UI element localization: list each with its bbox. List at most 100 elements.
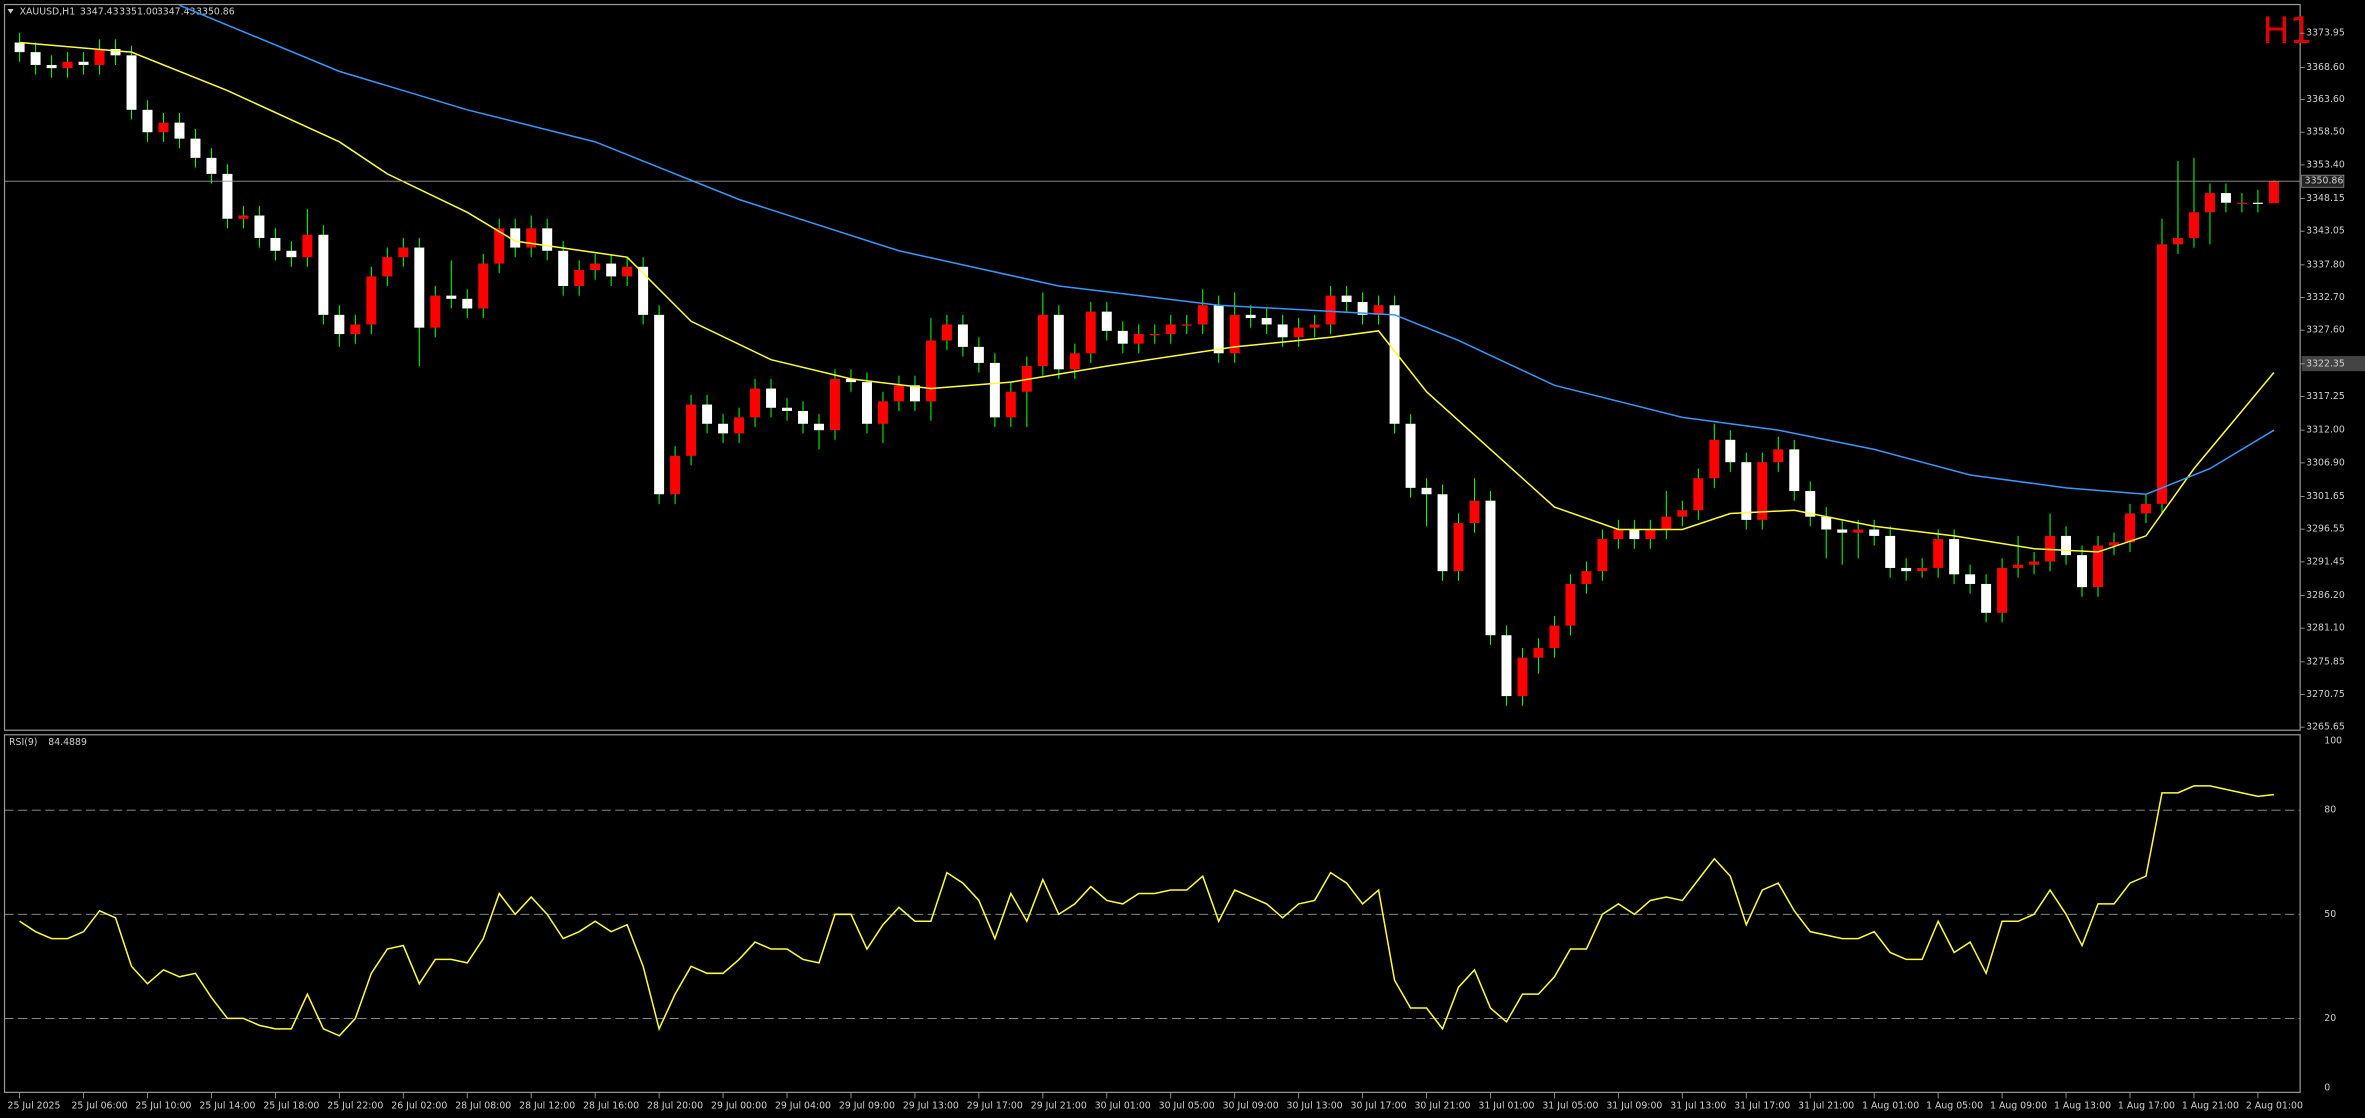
candle-body — [1069, 353, 1080, 370]
candle-body — [1517, 657, 1528, 697]
candle-body — [957, 324, 968, 347]
price-label: 3350.86 — [2305, 176, 2344, 187]
y-tick-label: 3312.00 — [2306, 425, 2345, 436]
candle-body — [909, 385, 920, 402]
y-tick-label: 3281.10 — [2306, 623, 2345, 634]
candle-body — [1709, 439, 1720, 479]
candle-body — [1613, 529, 1624, 540]
y-tick-label: 3337.80 — [2306, 259, 2345, 270]
candle-body — [1213, 305, 1224, 354]
candle-body — [430, 295, 441, 328]
x-tick-label: 25 Jul 06:00 — [71, 1100, 127, 1111]
candle-body — [670, 455, 681, 495]
x-tick-label: 31 Jul 05:00 — [1542, 1100, 1598, 1111]
moving-average — [179, 4, 2275, 496]
x-tick-label: 25 Jul 18:00 — [263, 1100, 319, 1111]
menu-arrow — [7, 9, 14, 14]
candle-body — [1741, 462, 1752, 520]
candle-body — [334, 314, 345, 335]
candle-body — [2077, 555, 2088, 588]
candle-body — [142, 109, 153, 133]
candle-body — [1453, 523, 1464, 572]
y-tick-label: 0 — [2324, 1082, 2330, 1093]
candle-body — [1805, 491, 1816, 517]
candle-body — [1725, 439, 1736, 463]
y-tick-label: 3291.45 — [2306, 556, 2345, 567]
candle-body — [1693, 478, 1704, 511]
candle-body — [1309, 324, 1320, 328]
candle-body — [1149, 334, 1160, 336]
candle-body — [222, 173, 233, 219]
candle-body — [2061, 535, 2072, 556]
rsi-title: RSI(9) — [9, 737, 37, 748]
candle-body — [1325, 295, 1336, 325]
x-tick-label: 28 Jul 20:00 — [647, 1100, 703, 1111]
x-tick-label: 28 Jul 16:00 — [583, 1100, 639, 1111]
x-tick-label: 30 Jul 09:00 — [1223, 1100, 1279, 1111]
candle-body — [254, 215, 265, 238]
candle-body — [622, 266, 633, 277]
candle-body — [1677, 510, 1688, 517]
candle-body — [798, 410, 808, 424]
x-tick-label: 25 Jul 22:00 — [327, 1100, 383, 1111]
candle-body — [414, 247, 425, 328]
candle-body — [526, 228, 537, 248]
candle-body — [510, 228, 521, 248]
candle-body — [1501, 635, 1512, 697]
candle-body — [2268, 181, 2279, 204]
candle-body — [1197, 305, 1208, 325]
x-tick-label: 25 Jul 14:00 — [199, 1100, 255, 1111]
x-tick-label: 31 Jul 21:00 — [1798, 1100, 1854, 1111]
candle-body — [1933, 539, 1944, 568]
candle-body — [1821, 516, 1832, 530]
candle-body — [1917, 567, 1928, 572]
candle-body — [1997, 567, 2008, 613]
candle-body — [1469, 500, 1480, 524]
candle-body — [1965, 574, 1976, 584]
candle-body — [1165, 324, 1176, 335]
candle-body — [1181, 324, 1192, 326]
candle-body — [1245, 314, 1256, 319]
candle-body — [78, 61, 89, 65]
y-tick-label: 3306.90 — [2306, 457, 2345, 468]
y-tick-label: 3322.35 — [2306, 358, 2345, 369]
candle-body — [2220, 193, 2231, 203]
candle-body — [190, 138, 201, 158]
close-label: 3350.86 — [196, 7, 235, 18]
candle-body — [1661, 516, 1672, 530]
y-tick-label: 3301.65 — [2306, 491, 2345, 502]
x-tick-label: 30 Jul 17:00 — [1351, 1100, 1407, 1111]
y-tick-label: 3317.25 — [2306, 391, 2345, 402]
x-tick-label: 28 Jul 08:00 — [455, 1100, 511, 1111]
x-tick-label: 1 Aug 17:00 — [2118, 1100, 2175, 1111]
candle-body — [1837, 529, 1848, 533]
candle-body — [1437, 494, 1448, 572]
candle-body — [1085, 311, 1096, 354]
x-tick-label: 1 Aug 13:00 — [2054, 1100, 2111, 1111]
candle-body — [1885, 535, 1896, 568]
candle-body — [861, 382, 872, 424]
plot-area — [14, 4, 2279, 706]
candle-body — [1037, 314, 1048, 367]
y-tick-label: 3270.75 — [2306, 689, 2345, 700]
y-tick-label: 80 — [2324, 805, 2336, 816]
candle-body — [94, 48, 105, 65]
candle-body — [1757, 462, 1768, 520]
candle-body — [382, 257, 393, 277]
candle-body — [2204, 193, 2215, 213]
y-tick-label: 3286.20 — [2306, 590, 2345, 601]
y-tick-label: 3327.60 — [2306, 325, 2345, 336]
candle-body — [574, 269, 585, 287]
candle-body — [941, 324, 952, 341]
candle-body — [286, 250, 297, 258]
candle-body — [1101, 311, 1112, 331]
candle-body — [606, 263, 617, 277]
y-tick-label: 3373.95 — [2306, 28, 2345, 39]
candle-body — [1133, 334, 1144, 344]
candle-body — [1485, 500, 1496, 636]
candle-body — [2157, 244, 2167, 504]
x-tick-label: 30 Jul 21:00 — [1414, 1100, 1470, 1111]
candle-body — [893, 385, 904, 402]
